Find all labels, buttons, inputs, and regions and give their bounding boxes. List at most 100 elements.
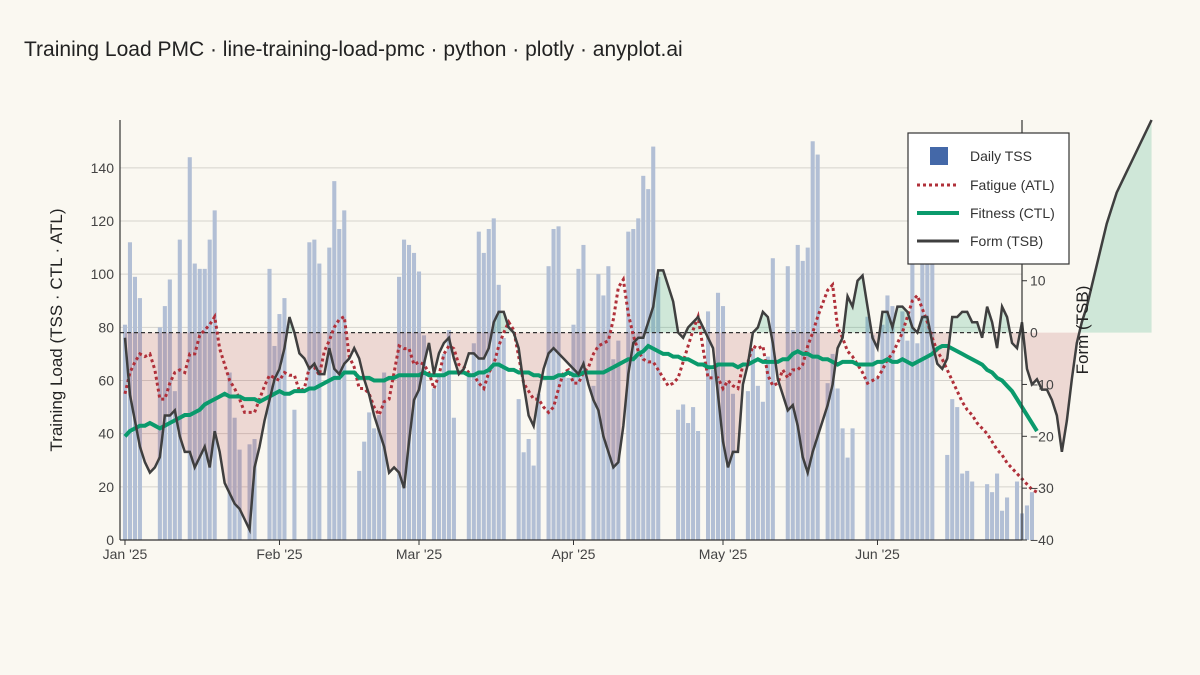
tss-bar: [441, 353, 446, 540]
tss-bar: [516, 399, 521, 540]
tss-bar: [197, 268, 202, 540]
tss-bar: [810, 141, 815, 541]
tss-bar: [277, 314, 282, 540]
tss-bar: [616, 340, 621, 540]
legend-label: Form (TSB): [970, 233, 1043, 249]
tss-bar: [596, 274, 601, 540]
x-tick-label: Jan '25: [103, 546, 148, 562]
tss-bar: [696, 431, 701, 540]
tss-bar: [865, 316, 870, 540]
tss-bar: [416, 271, 422, 540]
tss-bar: [571, 324, 576, 540]
tss-bar: [177, 239, 182, 541]
tss-bar: [795, 244, 800, 540]
tss-bar: [1014, 481, 1020, 540]
tss-bar: [1000, 510, 1005, 540]
y-tick-left-label: 40: [98, 426, 114, 442]
tss-bar: [965, 470, 970, 540]
tss-bar: [157, 327, 162, 540]
tss-bar: [446, 330, 451, 540]
tss-bar: [646, 189, 651, 540]
tss-bar: [845, 457, 850, 540]
tss-bar: [601, 295, 606, 540]
y-tick-right-label: −20: [1030, 428, 1054, 444]
tss-bar: [1024, 505, 1030, 540]
tss-bar: [900, 311, 905, 540]
tss-bar: [436, 375, 441, 540]
tss-bar: [551, 228, 556, 540]
y-tick-left-label: 120: [91, 213, 115, 229]
tss-bar: [676, 409, 681, 540]
tss-bar: [232, 417, 237, 540]
tss-bar: [651, 146, 656, 540]
tss-bar: [835, 388, 840, 540]
tss-bar: [272, 345, 277, 540]
atl-line: [123, 275, 1038, 494]
tss-bar: [227, 372, 232, 540]
tss-bar: [606, 266, 611, 540]
tss-bar: [292, 409, 297, 540]
tss-bar: [471, 343, 476, 540]
tss-bar: [531, 465, 536, 540]
tss-bar: [815, 154, 820, 541]
legend-label: Fatigue (ATL): [970, 177, 1055, 193]
tss-bar: [681, 404, 686, 540]
tss-bar: [406, 244, 412, 540]
tss-bar: [237, 449, 242, 540]
tss-bar: [192, 263, 197, 540]
tss-bar: [920, 263, 925, 540]
tss-bar: [765, 356, 770, 540]
y-tick-left-label: 140: [91, 160, 115, 176]
tss-bar: [950, 399, 955, 540]
x-tick-label: Apr '25: [552, 546, 596, 562]
tss-bar: [167, 279, 172, 540]
tss-bar: [805, 247, 810, 540]
tss-bar: [337, 228, 342, 540]
y-tick-left-label: 0: [106, 532, 114, 548]
tss-bar: [382, 372, 387, 540]
tss-bar: [247, 444, 252, 540]
y-axis-right-title: Form (TSB): [1073, 286, 1092, 375]
y-tick-right-label: 0: [1030, 325, 1038, 341]
y-axis-left-ticks: 0 20 40 60 80 100 120 140: [91, 160, 115, 548]
tss-bar: [930, 181, 935, 541]
y-tick-left-label: 100: [91, 266, 115, 282]
tss-bar: [566, 377, 571, 540]
tss-bar: [207, 239, 212, 541]
tss-bar: [785, 266, 790, 540]
x-tick-label: Jun '25: [855, 546, 900, 562]
tss-bar: [372, 428, 377, 540]
y-tick-left-label: 80: [98, 319, 114, 335]
tss-bar: [750, 348, 755, 540]
y-tick-right-label: −40: [1030, 532, 1054, 548]
y-tick-right-label: 10: [1030, 273, 1046, 289]
tss-bar: [501, 337, 506, 540]
tss-bar: [377, 415, 382, 540]
tss-bar: [770, 258, 775, 540]
tss-bar: [556, 226, 561, 541]
tss-bar: [691, 407, 696, 540]
tss-bar: [631, 228, 636, 540]
tss-bar: [491, 218, 496, 540]
tss-bar: [212, 210, 217, 540]
x-tick-label: Mar '25: [396, 546, 442, 562]
tss-bar: [686, 423, 691, 540]
tss-bar: [870, 335, 875, 540]
y-tick-left-label: 20: [98, 479, 114, 495]
tss-bar: [327, 247, 332, 540]
tss-bar: [720, 306, 726, 540]
tss-bar: [1029, 492, 1035, 540]
tss-bar: [715, 292, 721, 540]
tss-bar: [397, 276, 402, 540]
tss-bar: [431, 388, 436, 540]
tss-bar: [830, 353, 835, 540]
tss-bar: [970, 481, 975, 540]
tss-bar: [611, 359, 616, 540]
tss-bar: [481, 252, 486, 541]
tss-bar: [915, 343, 920, 540]
tss-bar: [910, 260, 915, 540]
tss-bar: [990, 492, 995, 540]
x-tick-label: Feb '25: [256, 546, 302, 562]
tss-bar: [960, 473, 965, 540]
